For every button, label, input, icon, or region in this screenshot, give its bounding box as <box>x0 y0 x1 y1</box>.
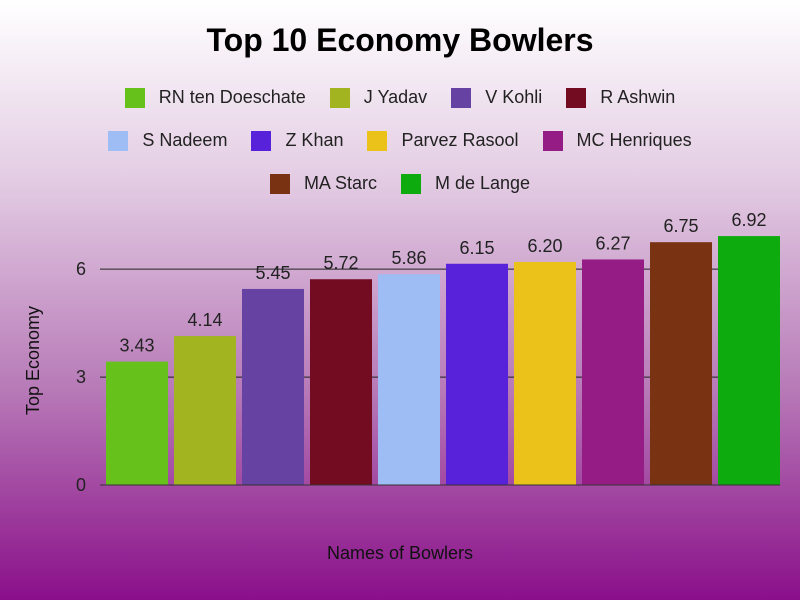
legend-swatch <box>566 87 587 108</box>
data-label: 3.43 <box>119 336 154 356</box>
y-axis-title: Top Economy <box>23 306 43 415</box>
data-label: 5.86 <box>391 248 426 268</box>
legend-label: S Nadeem <box>142 130 228 150</box>
bar <box>446 263 508 485</box>
legend-row: RN ten Doeschate J Yadav V Kohli R Ashwi… <box>0 76 800 119</box>
bars <box>106 236 780 485</box>
legend-item-ma-starc: MA Starc <box>269 173 377 194</box>
data-label: 6.15 <box>459 238 494 258</box>
data-label: 5.72 <box>323 253 358 273</box>
bar <box>582 259 644 485</box>
legend-swatch <box>124 87 145 108</box>
bar <box>514 261 576 485</box>
bar <box>650 242 712 485</box>
bar <box>378 274 440 485</box>
legend-label: RN ten Doeschate <box>158 87 306 107</box>
legend: RN ten Doeschate J Yadav V Kohli R Ashwi… <box>0 76 800 205</box>
legend-item-z-khan: Z Khan <box>251 130 343 151</box>
legend-item-v-kohli: V Kohli <box>451 87 542 108</box>
legend-label: Z Khan <box>285 130 344 150</box>
legend-label: MA Starc <box>303 173 377 193</box>
x-axis-title: Names of Bowlers <box>327 543 473 563</box>
legend-swatch <box>451 87 472 108</box>
y-tick-label: 0 <box>76 475 86 495</box>
y-axis-ticks: 0 3 6 <box>76 259 86 495</box>
legend-swatch <box>269 173 290 194</box>
bar <box>174 336 236 485</box>
legend-item-r-ashwin: R Ashwin <box>566 87 675 108</box>
legend-item-s-nadeem: S Nadeem <box>108 130 227 151</box>
legend-item-parvez-rasool: Parvez Rasool <box>367 130 519 151</box>
legend-row: S Nadeem Z Khan Parvez Rasool MC Henriqu… <box>0 119 800 162</box>
data-labels: 3.43 4.14 5.45 5.72 5.86 6.15 6.20 6.27 6.75 6.92 <box>119 210 766 356</box>
data-label: 6.92 <box>731 210 766 230</box>
legend-item-rn-ten-doeschate: RN ten Doeschate <box>124 87 306 108</box>
legend-swatch <box>329 87 350 108</box>
bar <box>106 361 168 485</box>
legend-label: J Yadav <box>363 87 428 107</box>
legend-swatch <box>251 130 272 151</box>
data-label: 5.45 <box>255 263 290 283</box>
legend-label: Parvez Rasool <box>401 130 519 150</box>
legend-swatch <box>108 130 129 151</box>
chart-title: Top 10 Economy Bowlers <box>206 22 594 58</box>
data-label: 4.14 <box>187 310 222 330</box>
legend-swatch <box>400 173 421 194</box>
legend-item-mc-henriques: MC Henriques <box>542 130 692 151</box>
bar <box>718 236 780 485</box>
legend-label: M de Lange <box>434 173 531 193</box>
bar <box>242 288 304 485</box>
bar <box>310 279 372 485</box>
data-label: 6.75 <box>663 216 698 236</box>
y-tick-label: 3 <box>76 367 86 387</box>
legend-swatch <box>542 130 563 151</box>
data-label: 6.27 <box>595 233 630 253</box>
legend-label: MC Henriques <box>576 130 692 150</box>
data-label: 6.20 <box>527 236 562 256</box>
legend-swatch <box>367 130 388 151</box>
legend-label: V Kohli <box>485 87 543 107</box>
legend-label: R Ashwin <box>600 87 676 107</box>
legend-row: MA Starc M de Lange <box>0 162 800 205</box>
legend-item-j-yadav: J Yadav <box>329 87 428 108</box>
legend-item-m-de-lange: M de Lange <box>400 173 531 194</box>
y-tick-label: 6 <box>76 259 86 279</box>
